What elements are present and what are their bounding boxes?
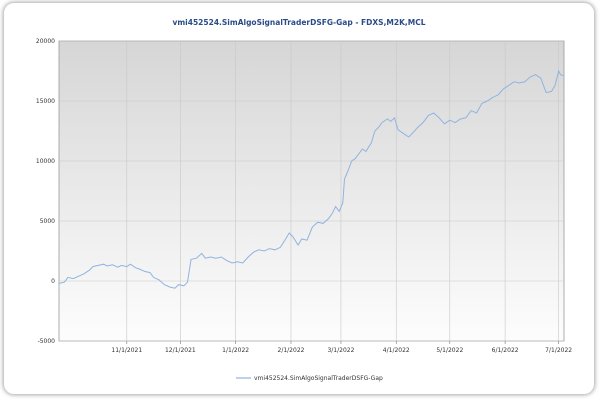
x-tick-label: 2/1/2022 (278, 347, 305, 354)
x-tick-label: 6/1/2022 (492, 347, 519, 354)
x-tick-label: 5/1/2022 (436, 347, 463, 354)
y-tick-label: 5000 (40, 218, 55, 225)
x-tick-label: 1/1/2022 (222, 347, 249, 354)
y-tick-label: 0 (51, 278, 55, 285)
chart-frame: vmi452524.SimAlgoSignalTraderDSFG-Gap - … (4, 3, 594, 394)
y-tick-label: 10000 (36, 158, 55, 165)
y-tick-label: -5000 (38, 338, 56, 345)
y-axis: 20000 15000 10000 5000 0 -5000 (36, 38, 55, 345)
legend: vmi452524.SimAlgoSignalTraderDSFG-Gap (236, 375, 383, 382)
chart: vmi452524.SimAlgoSignalTraderDSFG-Gap - … (36, 18, 572, 382)
y-tick-label: 20000 (36, 38, 55, 45)
x-axis: 11/1/2021 12/1/2021 1/1/2022 2/1/2022 3/1/20… (111, 341, 572, 354)
x-tick-label: 11/1/2021 (111, 347, 142, 354)
plot-area (58, 40, 565, 342)
series-line (58, 69, 565, 289)
y-tick-label: 15000 (36, 98, 55, 105)
legend-label: vmi452524.SimAlgoSignalTraderDSFG-Gap (254, 375, 383, 382)
x-tick-label: 3/1/2022 (327, 347, 354, 354)
x-tick-label: 4/1/2022 (383, 347, 410, 354)
grid-lines (59, 40, 564, 342)
x-tick-label: 7/1/2022 (545, 347, 572, 354)
x-tick-label: 12/1/2021 (165, 347, 196, 354)
chart-title: vmi452524.SimAlgoSignalTraderDSFG-Gap - … (172, 18, 425, 27)
